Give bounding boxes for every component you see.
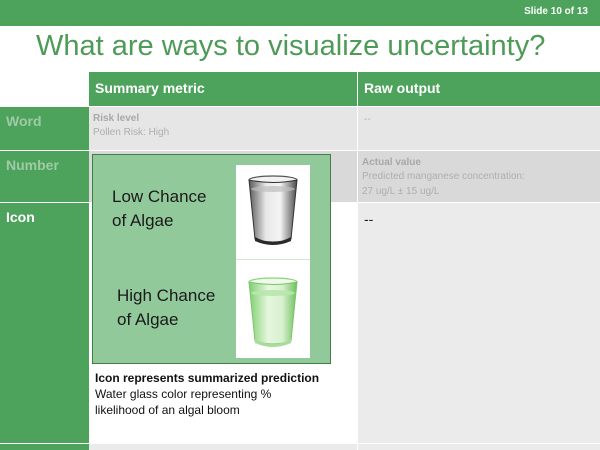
number-raw-title: Actual value (362, 157, 421, 168)
table-header-row: Summary metric Raw output (0, 72, 600, 106)
slide-top-bar: Slide 10 of 13 (0, 0, 600, 26)
word-summary-cell: Risk level Pollen Risk: High (89, 107, 357, 150)
row-label-number: Number (0, 151, 89, 202)
icon-raw-cell: -- (358, 203, 600, 443)
glass-divider (236, 259, 310, 260)
word-raw-cell: -- (358, 107, 600, 150)
clear-water-glass-icon (248, 175, 298, 245)
row-label-partial (0, 444, 89, 450)
slide-title: What are ways to visualize uncertainty? (36, 30, 546, 62)
row-label-icon: Icon (0, 203, 89, 443)
caption-line1: Water glass color representing % (95, 387, 272, 401)
algae-chance-panel: Low Chance of Algae High Chance of Algae (92, 154, 331, 364)
high-chance-line1: High Chance (117, 286, 216, 305)
low-chance-line2: of Algae (112, 211, 174, 230)
number-raw-line2: 27 ug/L ± 15 ug/L (362, 186, 440, 197)
glass-image-box (236, 165, 310, 358)
caption-line2: likelihood of an algal bloom (95, 403, 240, 417)
header-empty-cell (0, 72, 89, 106)
partial-cell-raw (358, 444, 600, 450)
low-chance-label: Low Chance of Algae (112, 185, 207, 233)
header-raw-output: Raw output (358, 72, 600, 106)
green-water-glass-icon (248, 277, 298, 347)
icon-caption: Icon represents summarized prediction Wa… (95, 370, 355, 418)
high-chance-label: High Chance of Algae (117, 284, 215, 332)
slide-number: Slide 10 of 13 (524, 6, 588, 17)
word-summary-text: Pollen Risk: High (93, 127, 170, 138)
partial-cell-summary (89, 444, 357, 450)
table-row-partial (0, 444, 600, 450)
caption-title: Icon represents summarized prediction (95, 371, 320, 385)
word-summary-title: Risk level (93, 113, 140, 124)
number-raw-cell: Actual value Predicted manganese concent… (358, 151, 600, 202)
number-raw-line1: Predicted manganese concentration: (362, 171, 525, 182)
high-chance-line2: of Algae (117, 310, 179, 329)
header-summary-metric: Summary metric (89, 72, 357, 106)
row-label-word: Word (0, 107, 89, 150)
table-row-word: Word Risk level Pollen Risk: High -- (0, 107, 600, 150)
low-chance-line1: Low Chance (112, 187, 207, 206)
